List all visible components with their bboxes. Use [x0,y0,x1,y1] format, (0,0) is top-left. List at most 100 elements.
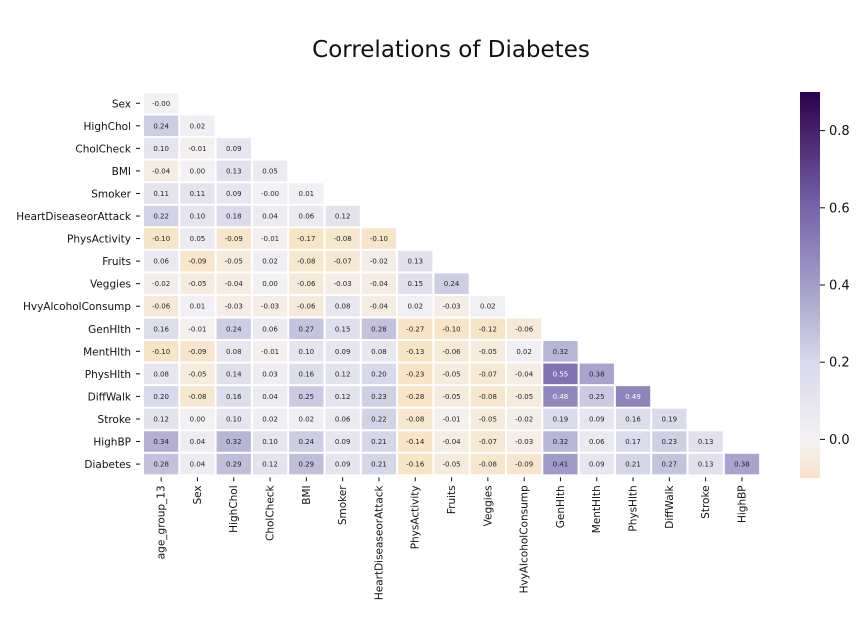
cell-value-label: 0.10 [262,438,278,446]
cell-value-label: -0.08 [479,461,497,469]
heatmap-cell [361,386,397,407]
heatmap-cell [289,453,324,475]
heatmap-cell [144,160,179,182]
heatmap-cell [144,250,179,272]
cell-value-label: 0.09 [335,348,351,356]
heatmap-cell [325,341,360,362]
heatmap-cell [180,183,215,204]
cell-value-label: -0.08 [334,235,352,243]
cell-value-label: 0.38 [589,370,605,378]
heatmap-cell [361,318,397,340]
x-tick-label: GenHlth [555,485,567,528]
cell-value-label: 0.12 [335,370,351,378]
heatmap-cell [434,318,469,340]
heatmap-cell [361,453,397,475]
x-tick-label: age_group_13 [156,485,168,559]
heatmap-cell [470,386,505,407]
heatmap-cell [180,205,215,227]
heatmap-cells: -0.00 0.24 0.02 0.10 -0.01 0.09 -0.04 0.00 0.13 0… [144,93,760,475]
cell-value-label: -0.05 [479,415,497,423]
heatmap-cell [180,363,215,385]
cell-value-label: 0.06 [153,258,169,266]
heatmap-cell [252,453,288,475]
x-tick-label: Stroke [700,485,712,518]
heatmap-cell [325,318,360,340]
cell-value-label: 0.03 [262,370,278,378]
cell-value-label: -0.01 [188,325,206,333]
cell-value-label: 0.22 [153,213,169,221]
cell-value-label: 0.00 [190,415,206,423]
cell-value-label: 0.20 [371,370,387,378]
heatmap-cell [434,363,469,385]
cell-value-label: 0.12 [153,415,169,423]
cell-value-label: -0.10 [442,325,460,333]
cell-value-label: 0.24 [299,438,315,446]
cell-value-label: -0.02 [515,415,533,423]
cell-value-label: 0.23 [371,393,387,401]
heatmap-cell [434,386,469,407]
heatmap-cell [216,408,251,430]
heatmap-cell [325,228,360,249]
heatmap-cell [507,408,542,430]
cell-value-label: 0.08 [226,348,242,356]
heatmap-cell [144,341,179,362]
cell-value-label: 0.32 [553,348,569,356]
cell-value-label: 0.21 [371,461,387,469]
heatmap-cell [252,160,288,182]
cell-value-label: 0.02 [262,415,278,423]
heatmap-cell [252,273,288,294]
y-tick-label: BMI [112,166,131,178]
cell-value-label: -0.04 [370,280,389,288]
cell-value-label: 0.32 [226,438,242,446]
colorbar-tick-label: 0.6 [829,201,850,216]
heatmap-cell [144,295,179,317]
cell-value-label: 0.02 [299,415,315,423]
heatmap-cell [325,250,360,272]
cell-value-label: -0.07 [334,258,352,266]
heatmap-cell [216,453,251,475]
cell-value-label: -0.17 [297,235,315,243]
y-axis-labels: Sex HighChol CholCheck BMI Smoker HeartDiseas… [16,98,140,471]
y-tick-label: HighChol [84,121,131,133]
cell-value-label: 0.16 [299,370,315,378]
heatmap-cell [252,250,288,272]
cell-value-label: -0.05 [479,348,497,356]
x-tick-label: HighBP [736,485,748,523]
cell-value-label: 0.02 [516,348,532,356]
cell-value-label: 0.09 [226,190,242,198]
cell-value-label: 0.20 [153,393,169,401]
cell-value-label: 0.00 [190,167,206,175]
colorbar: 0.0 0.2 0.4 0.6 0.8 [800,92,850,478]
heatmap-cell [144,431,179,452]
heatmap-cell [398,386,433,407]
heatmap-cell [180,273,215,294]
chart-title: Correlations of Diabetes [312,37,590,63]
heatmap-cell [216,273,251,294]
heatmap-cell [180,228,215,249]
heatmap-cell [398,431,433,452]
heatmap-cell [507,453,542,475]
heatmap-cell [289,250,324,272]
cell-value-label: -0.14 [406,438,425,446]
cell-value-label: -0.08 [297,258,315,266]
cell-value-label: 0.06 [299,213,315,221]
y-tick-label: MentHlth [83,346,131,358]
cell-value-label: 0.22 [371,415,387,423]
heatmap-cell [289,408,324,430]
heatmap-cell [325,453,360,475]
x-tick-label: Smoker [337,485,349,525]
heatmap-cell [398,341,433,362]
cell-value-label: 0.24 [226,325,242,333]
heatmap-cell [398,273,433,294]
heatmap-cell [252,408,288,430]
cell-value-label: -0.06 [297,280,316,288]
cell-value-label: -0.09 [225,235,243,243]
cell-value-label: -0.01 [188,145,206,153]
heatmap-cell [615,453,651,475]
heatmap-cell [688,453,723,475]
heatmap-cell [361,273,397,294]
heatmap-cell [289,431,324,452]
cell-value-label: -0.23 [406,370,424,378]
cell-value-label: -0.01 [261,235,279,243]
cell-value-label: 0.29 [226,461,242,469]
